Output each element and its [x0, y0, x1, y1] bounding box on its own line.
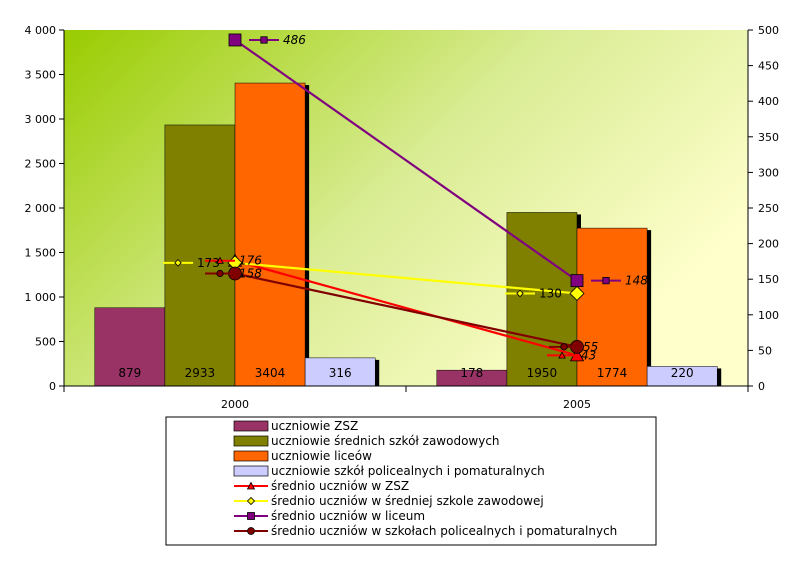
legend-label: uczniowie szkół policealnych i pomatural…	[271, 464, 545, 478]
bar-value-label: 1774	[597, 366, 628, 380]
series-line	[234, 272, 578, 348]
label-key-marker	[260, 36, 268, 44]
y-right-tick-label: 450	[758, 60, 779, 73]
legend-label: średnio uczniów w średniej szkole zawodo…	[271, 494, 544, 508]
legend-swatch	[233, 450, 269, 462]
label-key-marker	[216, 256, 224, 264]
legend-label: uczniowie średnich szkół zawodowych	[271, 434, 500, 448]
bar-value-label: 1950	[527, 366, 558, 380]
y-right-tick-label: 100	[758, 309, 779, 322]
y-left-tick-label: 3 500	[25, 69, 57, 82]
y-left-tick-label: 1 500	[25, 247, 57, 260]
bar-value-label: 3404	[255, 366, 286, 380]
bars-layer: 879 178 2933 1950 3404 1774 316 220	[94, 82, 722, 387]
legend-swatch	[233, 435, 269, 447]
legend-label: uczniowie ZSZ	[271, 419, 358, 433]
x-tick-label: 2000	[221, 398, 249, 411]
bar-value-label: 879	[118, 366, 141, 380]
y-left-tick-label: 1 000	[25, 291, 57, 304]
y-left-tick-label: 2 500	[25, 158, 57, 171]
label-key-marker	[174, 259, 182, 267]
y-left-tick-label: 3 000	[25, 113, 57, 126]
line-value-label: 148	[625, 274, 648, 288]
line-value-label: 158	[239, 267, 262, 281]
bar-value-label: 178	[460, 366, 483, 380]
bar-value-label: 220	[671, 366, 694, 380]
series-marker	[569, 285, 585, 302]
legend-marker	[247, 512, 255, 520]
x-tick-label: 2005	[563, 398, 591, 411]
y-right-tick-label: 150	[758, 273, 779, 286]
y-left-tick-label: 2 000	[25, 202, 57, 215]
series-line	[234, 261, 578, 295]
label-key-marker	[216, 269, 224, 278]
label-key-marker	[558, 351, 566, 359]
y-right-tick-label: 0	[758, 380, 765, 393]
y-right-tick-label: 200	[758, 238, 779, 251]
legend-label: uczniowie liceów	[271, 449, 372, 463]
series-marker	[570, 274, 584, 288]
legend-box	[165, 416, 657, 546]
y-right-tick-label: 350	[758, 131, 779, 144]
series-marker	[228, 33, 242, 47]
bar-value-label: 316	[329, 366, 352, 380]
y-right-tick-label: 500	[758, 24, 779, 37]
bar	[304, 357, 376, 387]
y-right-tick-label: 50	[758, 344, 772, 357]
label-key-marker	[516, 289, 524, 298]
bar	[164, 124, 236, 387]
y-right-tick-label: 250	[758, 202, 779, 215]
legend-swatch	[233, 465, 269, 477]
legend-marker	[246, 496, 256, 506]
line-value-label: 173	[197, 256, 220, 270]
legend-label: średnio uczniów w szkołach policealnych …	[271, 524, 617, 538]
label-key-marker	[602, 277, 610, 285]
y-right-tick-label: 300	[758, 166, 779, 179]
line-value-label: 55	[583, 340, 598, 354]
y-left-tick-label: 0	[49, 380, 56, 393]
legend-marker	[247, 527, 255, 535]
legend-swatch	[233, 420, 269, 432]
series-line	[234, 259, 578, 357]
legend-label: średnio uczniów w liceum	[271, 509, 425, 523]
series-line	[234, 39, 578, 282]
line-value-label: 176	[239, 254, 262, 268]
label-key-marker	[560, 343, 568, 351]
line-value-label: 486	[283, 33, 306, 47]
lines-layer: 176 43 173 130 486 148 158 55	[163, 33, 648, 362]
bar-value-label: 2933	[185, 366, 216, 380]
y-right-tick-label: 400	[758, 95, 779, 108]
y-left-tick-label: 500	[35, 336, 56, 349]
legend-marker	[246, 481, 256, 490]
line-value-label: 130	[539, 286, 562, 300]
bar	[234, 82, 306, 387]
legend-label: średnio uczniów w ZSZ	[271, 479, 409, 493]
y-left-tick-label: 4 000	[25, 24, 57, 37]
bar	[506, 212, 578, 387]
line-value-label: 43	[581, 348, 596, 362]
bar	[576, 227, 648, 387]
axes-layer: 0 500 1 000 1 500 2 000 2 500 3 000 3 500 4 000 0…	[25, 24, 780, 411]
